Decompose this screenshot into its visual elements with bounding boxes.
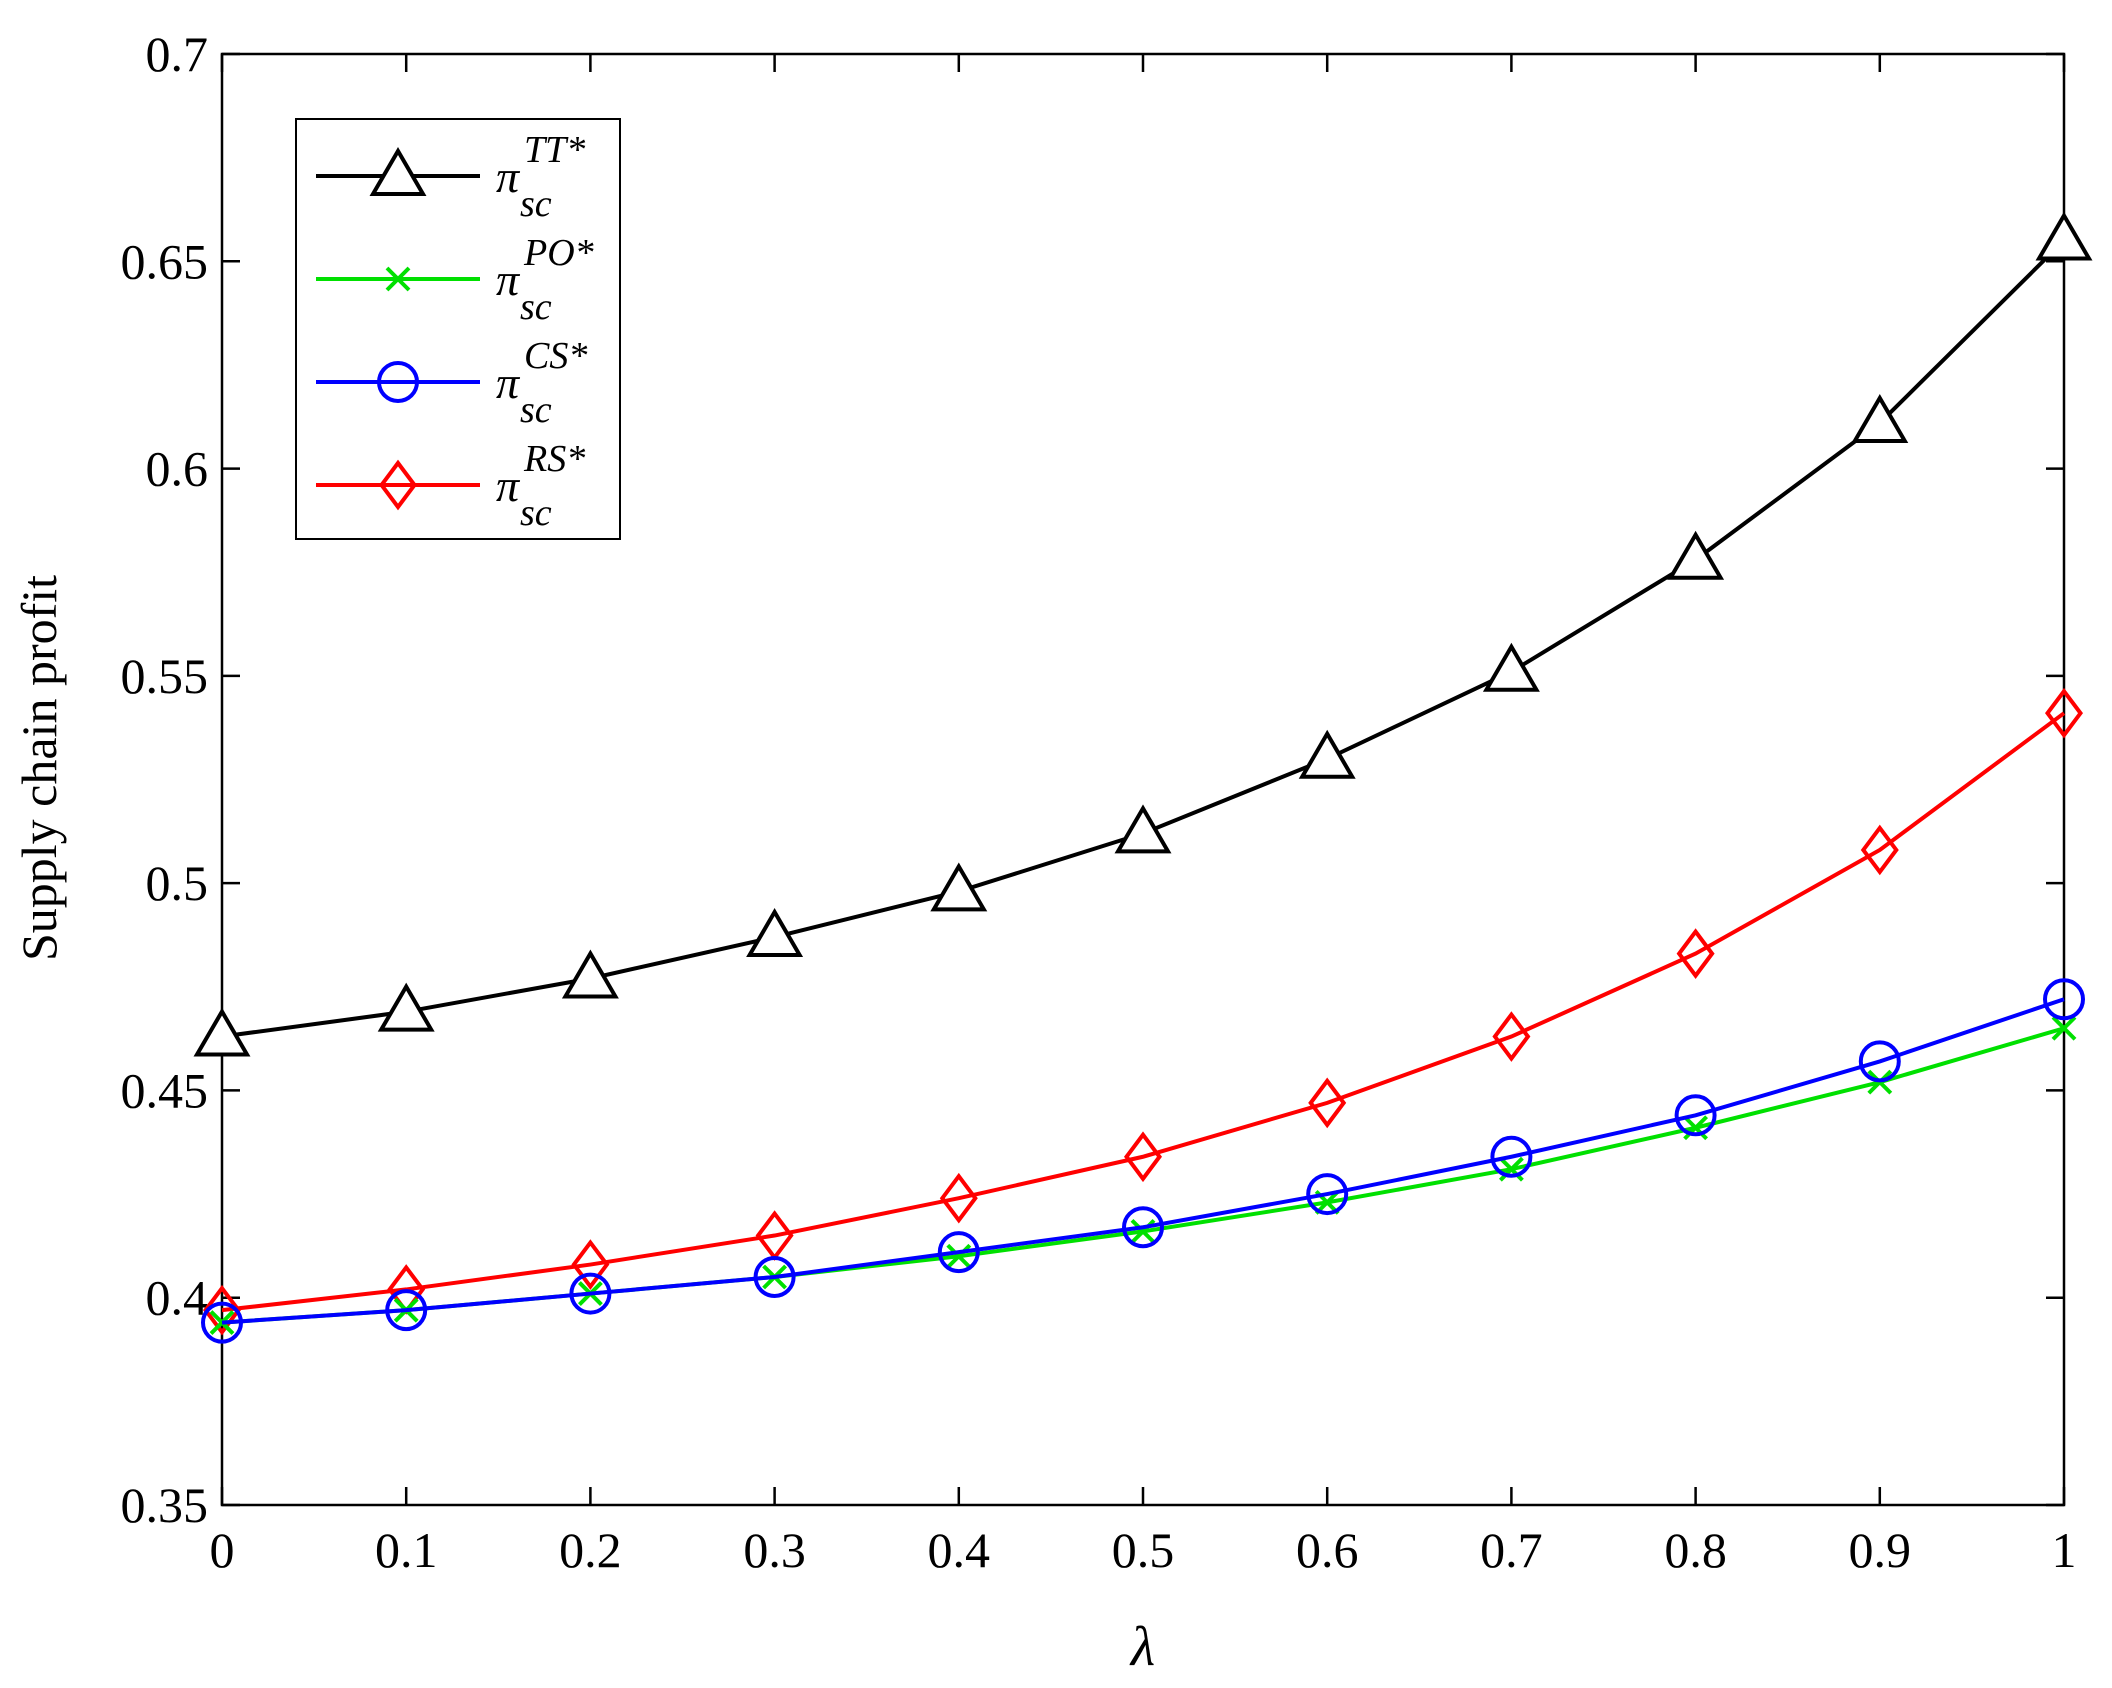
data-point-diamond (2045, 687, 2083, 739)
x-tick-label: 0.4 (928, 1522, 991, 1578)
legend-marker (369, 147, 427, 196)
legend-label-sup: PO* (523, 232, 594, 274)
data-point-triangle (1298, 729, 1356, 779)
legend-box (295, 118, 621, 540)
data-point-circle (2043, 978, 2085, 1021)
series-rs (203, 687, 2083, 1336)
data-point-circle (753, 1255, 796, 1298)
x-tick-label: 0.5 (1112, 1522, 1175, 1578)
y-tick-label: 0.4 (146, 1270, 209, 1326)
data-point-triangle (2035, 211, 2093, 261)
data-point-triangle (193, 1007, 251, 1057)
y-tick-label: 0.35 (121, 1477, 209, 1533)
data-point-circle (1490, 1135, 1533, 1178)
legend-item-cs: πCS* sc (316, 335, 587, 431)
data-point-diamond (203, 1284, 241, 1336)
x-axis-title: λ (1129, 1616, 1155, 1678)
x-marker-stroke (946, 1243, 972, 1269)
y-tick-label: 0.7 (146, 26, 209, 82)
legend-item-tt: πTT* sc (316, 129, 585, 225)
data-point-triangle (1667, 530, 1725, 580)
x-tick-label: 0.2 (559, 1522, 622, 1578)
series-tt (193, 211, 2093, 1057)
y-tick-label: 0.6 (146, 441, 209, 497)
data-point-diamond (1676, 928, 1715, 979)
data-point-diamond (1308, 1077, 1347, 1129)
data-point-diamond (939, 1172, 978, 1224)
y-tick-label: 0.55 (121, 648, 209, 704)
data-point-x (2051, 1015, 2077, 1041)
y-tick-label: 0.5 (146, 855, 209, 911)
legend-marker (379, 459, 417, 511)
legend-label-sup: TT* (524, 129, 585, 171)
data-point-diamond (1124, 1131, 1162, 1183)
legend-label: π (496, 357, 521, 408)
x-marker-stroke (385, 266, 411, 292)
y-tick-label: 0.45 (121, 1062, 209, 1118)
legend-label: π (496, 460, 521, 511)
data-point-diamond (571, 1239, 610, 1290)
legend-marker (377, 361, 419, 403)
series-layer (193, 211, 2093, 1344)
series-line (221, 997, 2065, 1325)
x-tick-label: 0.6 (1296, 1522, 1359, 1578)
x-tick-label: 0.3 (743, 1522, 806, 1578)
legend-label-sup: CS* (524, 335, 587, 377)
data-point-circle (1122, 1206, 1164, 1249)
x-marker-stroke (1683, 1115, 1709, 1141)
data-point-circle (1858, 1040, 1901, 1083)
data-point-circle (1306, 1173, 1349, 1216)
x-tick-label: 0.8 (1664, 1522, 1727, 1578)
y-axis-label: Supply chain profit (11, 575, 67, 961)
legend-label: π (496, 151, 521, 202)
data-point-x (1498, 1156, 1524, 1182)
tick-labels: 0 0.1 0.2 0.3 0.4 0.5 0.6 0.7 0.8 0.9 1 0.35 0.4 0.45… (121, 26, 2077, 1578)
data-point-triangle (746, 908, 804, 958)
x-tick-label: 0.1 (375, 1522, 438, 1578)
legend-label-sup: RS* (523, 438, 585, 480)
data-point-circle (937, 1231, 980, 1274)
data-point-circle (569, 1272, 612, 1315)
data-point-x (946, 1243, 972, 1269)
x-marker-stroke (2051, 1015, 2077, 1041)
data-point-triangle (561, 949, 619, 999)
series-po (209, 1015, 2077, 1336)
data-point-circle (385, 1289, 428, 1332)
legend-label-sub: sc (520, 492, 552, 534)
legend-label-sub: sc (520, 286, 552, 328)
y-tick-label: 0.65 (121, 233, 209, 289)
series-cs (201, 978, 2085, 1344)
legend-marker (385, 266, 411, 292)
data-point-circle (1674, 1094, 1717, 1137)
data-point-triangle (930, 862, 988, 912)
legend-label: π (496, 254, 521, 305)
data-point-x (1683, 1115, 1709, 1141)
data-point-circle (201, 1301, 243, 1344)
legend-item-rs: πRS* sc (316, 438, 585, 534)
data-point-diamond (1860, 824, 1899, 876)
legend-label-sub: sc (520, 389, 552, 431)
data-point-triangle (1114, 804, 1172, 854)
x-marker-stroke (1498, 1156, 1524, 1182)
legend-label-sub: sc (520, 183, 552, 225)
axis-ticks (220, 52, 2066, 1507)
x-tick-label: 0.9 (1849, 1522, 1912, 1578)
series-line (221, 711, 2066, 1313)
x-tick-label: 0 (210, 1522, 235, 1578)
data-point-triangle (377, 982, 435, 1032)
x-tick-label: 0.7 (1480, 1522, 1543, 1578)
x-tick-label: 1 (2052, 1522, 2077, 1578)
data-point-diamond (1492, 1011, 1531, 1062)
data-point-triangle (1482, 642, 1540, 692)
legend-item-po: πPO* sc (316, 232, 594, 328)
data-point-triangle (1851, 393, 1909, 443)
y-axis-title: Supply chain profit (11, 575, 67, 961)
